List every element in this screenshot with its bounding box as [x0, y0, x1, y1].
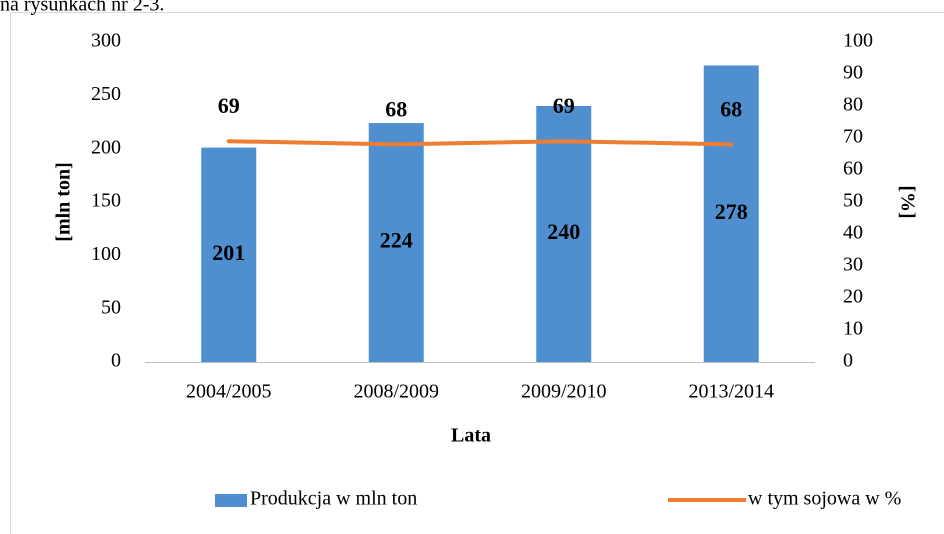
y2-tick-label: 40: [843, 222, 863, 244]
bar-value-label: 201: [212, 240, 245, 265]
y2-tick-label: 70: [843, 126, 863, 148]
y-tick-label: 200: [91, 136, 121, 158]
y2-tick-label: 0: [843, 350, 853, 372]
bar-value-label: 278: [715, 199, 748, 224]
y-tick-label: 100: [91, 243, 121, 265]
y2-tick-label: 100: [843, 30, 873, 52]
legend-label: w tym sojowa w %: [748, 488, 901, 510]
bar: [201, 147, 257, 362]
y2-tick-label: 90: [843, 62, 863, 84]
bar-value-label: 240: [547, 219, 580, 244]
x-tick-label: 2004/2005: [186, 381, 272, 403]
y2-axis-title: [%]: [896, 185, 918, 218]
bar: [368, 123, 424, 362]
x-tick-label: 2008/2009: [353, 381, 439, 403]
line-value-label: 68: [385, 96, 407, 121]
y2-tick-label: 50: [843, 190, 863, 212]
line: [226, 139, 734, 147]
legend-label: Produkcja w mln ton: [250, 488, 417, 510]
y2-tick-label: 60: [843, 158, 863, 180]
legend-swatch: [215, 494, 247, 507]
bar-value-label: 224: [380, 228, 413, 253]
x-tick-label: 2013/2014: [688, 381, 774, 403]
y2-tick-label: 10: [843, 318, 863, 340]
line-value-label: 68: [720, 96, 742, 121]
x-axis-title: Lata: [451, 425, 491, 447]
chart-border: [10, 12, 944, 534]
y-tick-label: 150: [91, 190, 121, 212]
line-value-label: 69: [218, 93, 240, 118]
bar: [536, 106, 592, 362]
y-tick-label: 300: [91, 30, 121, 52]
y-tick-label: 0: [111, 350, 121, 372]
x-tick-label: 2009/2010: [521, 381, 607, 403]
bar: [703, 65, 759, 362]
y2-tick-label: 80: [843, 94, 863, 116]
y2-tick-label: 20: [843, 286, 863, 308]
y-tick-label: 50: [101, 296, 121, 318]
header-text: na rysunkach nr 2-3.: [0, 0, 164, 16]
y-axis-title: [mln ton]: [53, 162, 75, 241]
y-tick-label: 250: [91, 83, 121, 105]
y2-tick-label: 30: [843, 254, 863, 276]
line-value-label: 69: [553, 93, 575, 118]
